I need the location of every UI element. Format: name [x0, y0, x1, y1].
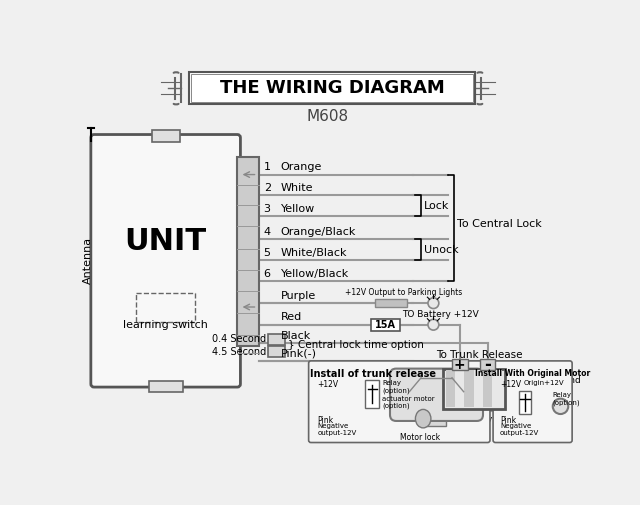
- Bar: [443, 369, 505, 409]
- Text: +12V Output to Parking Lights: +12V Output to Parking Lights: [345, 288, 462, 297]
- Text: learning switch: learning switch: [123, 320, 208, 330]
- Bar: [446, 370, 455, 407]
- Bar: [492, 370, 502, 407]
- Text: Install With Original Motor: Install With Original Motor: [475, 369, 590, 378]
- Text: Orange/Black: Orange/Black: [281, 227, 356, 237]
- Text: -: -: [484, 356, 491, 374]
- Bar: [518, 391, 531, 414]
- Text: Relay
(option): Relay (option): [382, 380, 410, 394]
- Text: Negative
output-12V: Negative output-12V: [500, 423, 540, 436]
- Bar: [374, 299, 407, 307]
- Text: Red: Red: [281, 313, 302, 322]
- Text: Yellow/Black: Yellow/Black: [281, 269, 349, 279]
- Text: White: White: [281, 183, 313, 193]
- FancyBboxPatch shape: [308, 361, 490, 442]
- Text: TO Battery -12V or Ground: TO Battery -12V or Ground: [460, 376, 580, 385]
- Text: Relay
(option): Relay (option): [553, 392, 580, 406]
- Text: 1: 1: [264, 162, 271, 172]
- Circle shape: [428, 298, 439, 309]
- Bar: [423, 411, 447, 426]
- Text: Install of trunk release: Install of trunk release: [310, 369, 436, 379]
- Text: TO Battery +12V: TO Battery +12V: [402, 310, 478, 319]
- Text: THE WIRING DIAGRAM: THE WIRING DIAGRAM: [220, 79, 444, 97]
- Text: Pink(-): Pink(-): [281, 348, 317, 359]
- FancyBboxPatch shape: [390, 369, 483, 421]
- Bar: [148, 381, 182, 392]
- FancyBboxPatch shape: [493, 361, 572, 442]
- Text: 6: 6: [264, 269, 271, 279]
- Text: Motor lock: Motor lock: [401, 432, 440, 441]
- Ellipse shape: [415, 410, 431, 428]
- Bar: [191, 74, 473, 102]
- Text: Yellow: Yellow: [281, 204, 315, 214]
- Bar: [365, 380, 379, 408]
- Text: Pink: Pink: [317, 416, 333, 425]
- Text: 2: 2: [264, 183, 271, 193]
- Text: Black: Black: [281, 331, 311, 341]
- Text: } Central lock time option: } Central lock time option: [288, 340, 424, 350]
- Text: To Central Lock: To Central Lock: [458, 219, 542, 229]
- Circle shape: [428, 319, 439, 330]
- Bar: [237, 157, 259, 345]
- Text: 3: 3: [264, 204, 271, 214]
- Text: Antenna: Antenna: [83, 237, 93, 284]
- Bar: [136, 293, 195, 322]
- Text: +12V: +12V: [500, 380, 521, 389]
- Text: Pink: Pink: [500, 416, 516, 425]
- Text: Purple: Purple: [281, 291, 316, 301]
- Text: White/Black: White/Black: [281, 248, 348, 258]
- Text: 4.5 Second: 4.5 Second: [212, 346, 266, 357]
- Text: Lock: Lock: [424, 201, 449, 211]
- Bar: [480, 360, 495, 370]
- Text: Origin+12V: Origin+12V: [524, 380, 564, 386]
- Text: +12V: +12V: [317, 380, 339, 389]
- Bar: [455, 370, 465, 407]
- Text: 15A: 15A: [375, 320, 396, 330]
- Text: 4: 4: [264, 227, 271, 237]
- Text: 5: 5: [264, 248, 271, 258]
- Bar: [152, 130, 180, 142]
- Text: UNIT: UNIT: [125, 227, 207, 256]
- Bar: [268, 334, 285, 345]
- Bar: [371, 319, 400, 331]
- Text: Unock: Unock: [424, 244, 459, 255]
- Text: Orange: Orange: [281, 162, 322, 172]
- FancyBboxPatch shape: [91, 134, 241, 387]
- Text: 0.4 Second: 0.4 Second: [212, 334, 266, 344]
- Text: +: +: [454, 358, 465, 372]
- Bar: [189, 72, 476, 105]
- Text: To Trunk Release: To Trunk Release: [436, 350, 523, 360]
- Text: Negative
output-12V: Negative output-12V: [317, 423, 356, 436]
- Bar: [465, 370, 474, 407]
- Text: actuator motor
(option): actuator motor (option): [382, 395, 435, 409]
- Bar: [483, 370, 492, 407]
- Bar: [452, 360, 467, 370]
- Circle shape: [553, 398, 568, 414]
- Text: M608: M608: [307, 109, 349, 124]
- Bar: [474, 370, 483, 407]
- Bar: [268, 346, 285, 357]
- Text: Battery: Battery: [456, 415, 492, 425]
